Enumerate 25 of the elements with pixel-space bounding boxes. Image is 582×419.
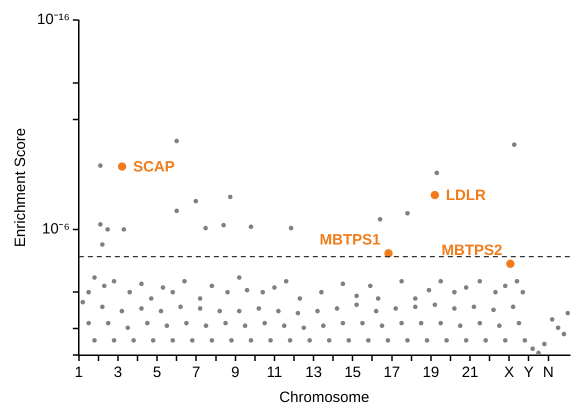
annotation: MBTPS2: [441, 242, 502, 259]
point: [430, 190, 440, 200]
x-tick-label: 7: [192, 364, 200, 382]
x-tick-label: 1: [74, 364, 84, 382]
y-axis-title: Enrichment Score: [12, 128, 30, 248]
x-tick-label: 17: [383, 364, 400, 382]
x-tick-label: 5: [152, 364, 162, 382]
x-axis-title: Chromosome: [279, 389, 370, 406]
x-tick-label: 21: [462, 364, 478, 382]
x-tick-label: Y: [524, 364, 534, 382]
x-tick-label: X: [504, 364, 514, 382]
x-tick-label: 9: [231, 364, 240, 382]
annotation: LDLR: [446, 187, 486, 204]
y-tick-label: 10⁻⁶: [42, 220, 70, 238]
point: [506, 260, 515, 268]
x-tick-label: 3: [114, 364, 122, 382]
annotation: MBTPS1: [320, 232, 380, 249]
x-tick-label: 13: [305, 364, 322, 382]
annotation: SCAP: [133, 158, 175, 176]
x-tick-label: N: [542, 364, 554, 382]
x-tick-label: 11: [266, 364, 282, 382]
y-tick-label: 10⁻¹⁶: [36, 11, 70, 28]
x-tick-label: 15: [344, 364, 362, 382]
point: [118, 162, 126, 171]
x-tick-label: 19: [422, 364, 440, 382]
